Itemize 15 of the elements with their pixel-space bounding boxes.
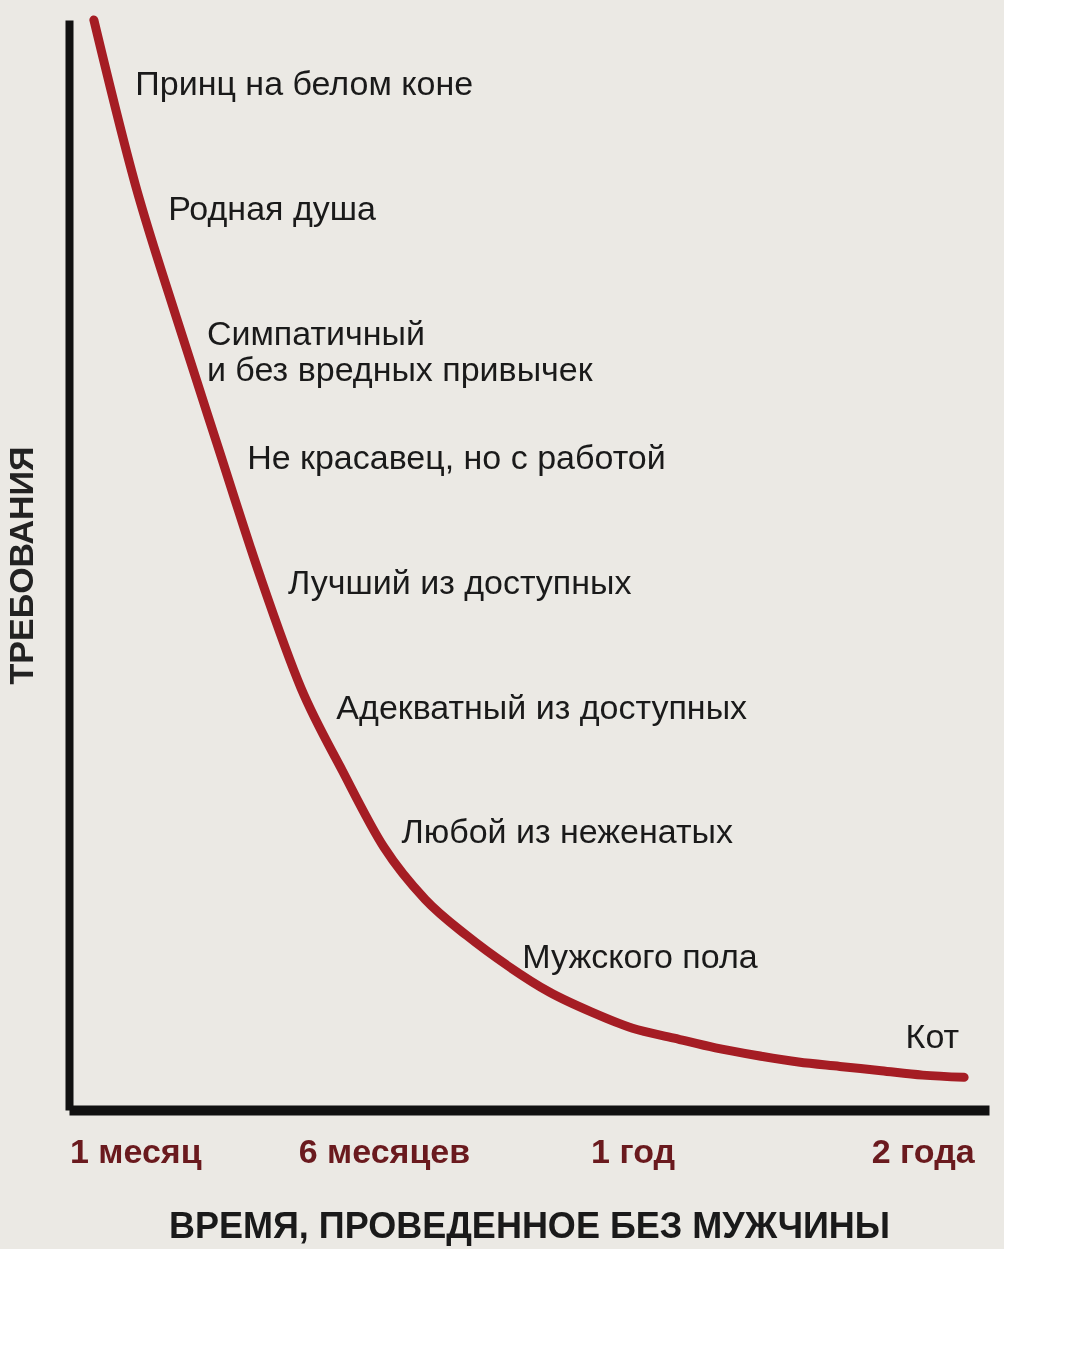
- x-tick-label: 1 месяц: [69, 1131, 202, 1170]
- y-axis-title: ТРЕБОВАНИЯ: [1, 446, 40, 685]
- x-tick-label: 6 месяцев: [298, 1131, 471, 1170]
- annotation: Принц на белом коне: [135, 64, 474, 103]
- annotation: Адекватный из доступных: [336, 687, 748, 726]
- x-tick-label: 2 года: [871, 1131, 976, 1170]
- annotation: Симпатичный и без вредных привычек: [206, 313, 594, 388]
- x-axis-title: ВРЕМЯ, ПРОВЕДЕННОЕ БЕЗ МУЖЧИНЫ: [168, 1204, 891, 1246]
- annotation: Кот: [905, 1016, 960, 1055]
- annotation: Не красавец, но с работой: [247, 438, 666, 477]
- annotation: Любой из неженатых: [401, 812, 733, 851]
- annotation: Лучший из доступных: [288, 563, 632, 602]
- annotation: Родная душа: [168, 189, 377, 228]
- x-tick-label: 1 год: [591, 1131, 676, 1170]
- annotation: Мужского пола: [522, 937, 758, 976]
